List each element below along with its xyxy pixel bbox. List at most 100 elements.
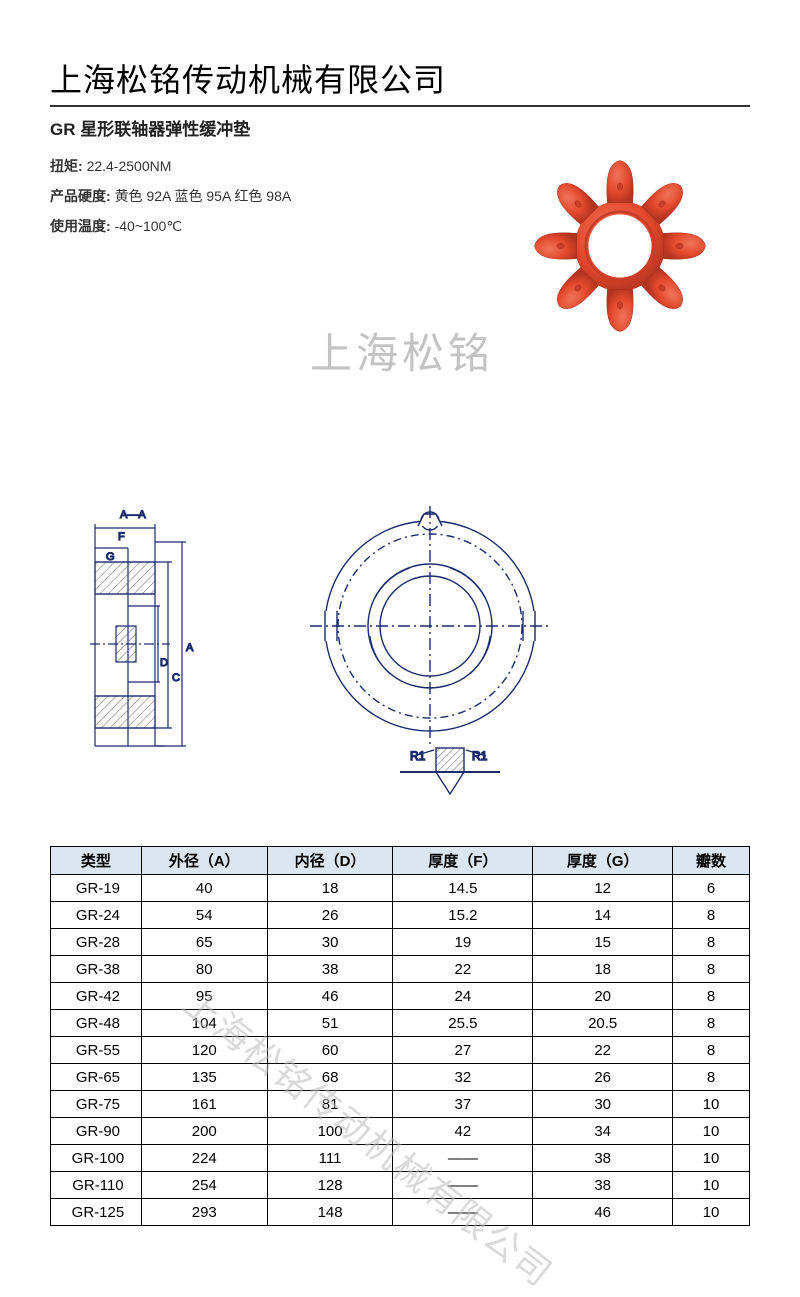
table-cell: GR-24	[51, 902, 142, 929]
table-cell: 293	[141, 1199, 267, 1226]
table-cell: 135	[141, 1064, 267, 1091]
section-label: A—A	[120, 509, 146, 521]
table-row: GR-481045125.520.58	[51, 1010, 750, 1037]
table-cell: 104	[141, 1010, 267, 1037]
table-cell: 6	[673, 875, 750, 902]
table-cell: 22	[533, 1037, 673, 1064]
svg-text:C: C	[172, 672, 180, 684]
table-cell: 12	[533, 875, 673, 902]
table-cell: GR-110	[51, 1172, 142, 1199]
table-cell: 68	[267, 1064, 393, 1091]
table-row: GR-651356832268	[51, 1064, 750, 1091]
table-cell: 40	[141, 875, 267, 902]
table-cell: 19	[393, 929, 533, 956]
table-cell: 38	[533, 1172, 673, 1199]
table-row: GR-100224111——3810	[51, 1145, 750, 1172]
table-row: GR-24542615.2148	[51, 902, 750, 929]
svg-text:G: G	[106, 551, 115, 563]
col-outer-a: 外径（A）	[141, 847, 267, 875]
table-cell: GR-48	[51, 1010, 142, 1037]
table-cell: GR-42	[51, 983, 142, 1010]
temp-label: 使用温度:	[50, 218, 111, 234]
diagram-section-view: A—A F G	[60, 506, 240, 766]
table-cell: 24	[393, 983, 533, 1010]
table-cell: GR-75	[51, 1091, 142, 1118]
table-cell: 14	[533, 902, 673, 929]
table-cell: 30	[267, 929, 393, 956]
svg-text:R1: R1	[410, 749, 426, 763]
table-cell: 26	[267, 902, 393, 929]
table-cell: 26	[533, 1064, 673, 1091]
table-cell: 18	[533, 956, 673, 983]
table-cell: 128	[267, 1172, 393, 1199]
table-row: GR-42954624208	[51, 983, 750, 1010]
torque-label: 扭矩:	[50, 158, 83, 174]
table-cell: GR-65	[51, 1064, 142, 1091]
torque-value: 22.4-2500NM	[87, 158, 172, 174]
table-cell: 14.5	[393, 875, 533, 902]
table-cell: 161	[141, 1091, 267, 1118]
svg-text:F: F	[118, 531, 125, 543]
table-cell: 32	[393, 1064, 533, 1091]
table-cell: 80	[141, 956, 267, 983]
product-title: GR 星形联轴器弹性缓冲垫	[50, 115, 750, 140]
table-cell: GR-55	[51, 1037, 142, 1064]
table-cell: ——	[393, 1199, 533, 1226]
table-cell: 42	[393, 1118, 533, 1145]
table-cell: 8	[673, 1010, 750, 1037]
table-cell: 254	[141, 1172, 267, 1199]
col-thick-f: 厚度（F）	[393, 847, 533, 875]
hardness-value: 黄色 92A 蓝色 95A 红色 98A	[115, 188, 292, 204]
table-cell: 15.2	[393, 902, 533, 929]
table-cell: 100	[267, 1118, 393, 1145]
table-header-row: 类型 外径（A） 内径（D） 厚度（F） 厚度（G） 瓣数	[51, 847, 750, 875]
table-cell: 27	[393, 1037, 533, 1064]
table-cell: 95	[141, 983, 267, 1010]
table-cell: 60	[267, 1037, 393, 1064]
table-cell: 8	[673, 902, 750, 929]
col-inner-d: 内径（D）	[267, 847, 393, 875]
table-cell: 22	[393, 956, 533, 983]
table-cell: 8	[673, 983, 750, 1010]
col-petals: 瓣数	[673, 847, 750, 875]
table-cell: 148	[267, 1199, 393, 1226]
col-thick-g: 厚度（G）	[533, 847, 673, 875]
table-cell: 34	[533, 1118, 673, 1145]
table-row: GR-7516181373010	[51, 1091, 750, 1118]
table-cell: ——	[393, 1145, 533, 1172]
table-cell: 38	[533, 1145, 673, 1172]
table-row: GR-90200100423410	[51, 1118, 750, 1145]
table-row: GR-551206027228	[51, 1037, 750, 1064]
table-cell: 10	[673, 1091, 750, 1118]
table-cell: 10	[673, 1118, 750, 1145]
table-cell: GR-38	[51, 956, 142, 983]
svg-text:D: D	[160, 657, 168, 669]
table-cell: GR-100	[51, 1145, 142, 1172]
table-cell: 200	[141, 1118, 267, 1145]
col-type: 类型	[51, 847, 142, 875]
table-cell: 111	[267, 1145, 393, 1172]
table-row: GR-125293148——4610	[51, 1199, 750, 1226]
table-cell: 15	[533, 929, 673, 956]
table-cell: 46	[267, 983, 393, 1010]
table-cell: 120	[141, 1037, 267, 1064]
diagram-plan-view: R1 R1	[280, 506, 600, 806]
table-row: GR-110254128——3810	[51, 1172, 750, 1199]
hardness-label: 产品硬度:	[50, 188, 111, 204]
table-cell: 81	[267, 1091, 393, 1118]
table-cell: GR-125	[51, 1199, 142, 1226]
table-cell: 51	[267, 1010, 393, 1037]
table-cell: 8	[673, 1064, 750, 1091]
table-cell: 65	[141, 929, 267, 956]
table-row: GR-38803822188	[51, 956, 750, 983]
svg-text:A: A	[186, 642, 194, 654]
product-image-star-spider	[530, 156, 710, 336]
table-body: GR-19401814.5126GR-24542615.2148GR-28653…	[51, 875, 750, 1226]
company-title: 上海松铭传动机械有限公司	[50, 55, 750, 101]
table-cell: 18	[267, 875, 393, 902]
table-cell: 25.5	[393, 1010, 533, 1037]
table-row: GR-28653019158	[51, 929, 750, 956]
table-cell: 8	[673, 1037, 750, 1064]
table-cell: 8	[673, 956, 750, 983]
table-cell: 46	[533, 1199, 673, 1226]
